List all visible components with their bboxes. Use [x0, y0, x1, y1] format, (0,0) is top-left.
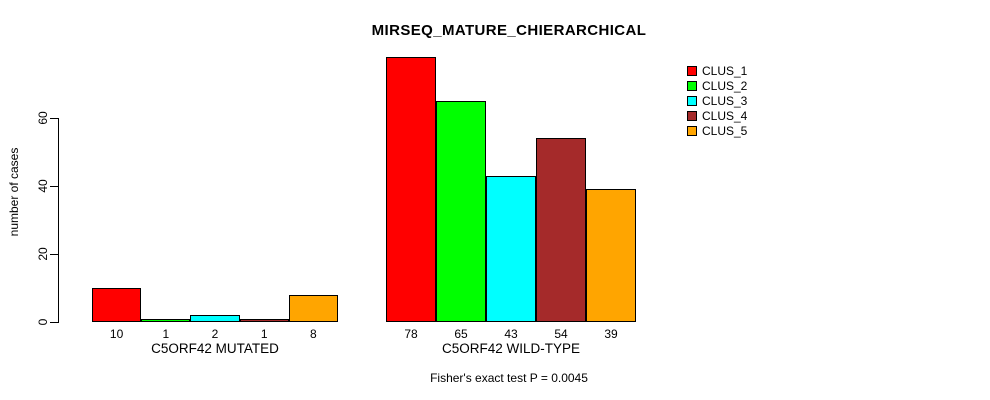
y-tick-label: 0 — [36, 318, 50, 326]
bar-clus_2-group2 — [436, 101, 486, 322]
y-tick-label: 60 — [36, 111, 50, 125]
bar-clus_3-group1 — [190, 315, 240, 322]
bar-value-label: 1 — [260, 327, 268, 341]
y-axis-tick — [50, 185, 58, 187]
bar-clus_5-group1 — [288, 294, 338, 322]
bar-clus_3-group2 — [486, 175, 536, 322]
bar-value-label: 54 — [554, 327, 568, 341]
y-tick-label: 40 — [36, 179, 50, 193]
legend-swatch-clus_4 — [687, 111, 697, 121]
group-label-1: C5ORF42 MUTATED — [151, 341, 279, 356]
y-axis-title: number of cases — [7, 147, 21, 237]
bar-value-label: 1 — [162, 327, 170, 341]
bar-clus_4-group1 — [239, 318, 289, 322]
y-axis-tick — [50, 117, 58, 119]
legend-swatch-clus_3 — [687, 96, 697, 106]
legend-swatch-clus_5 — [687, 126, 697, 136]
legend-label-clus_2: CLUS_2 — [702, 79, 748, 93]
legend-label-clus_1: CLUS_1 — [702, 64, 748, 78]
bar-value-label: 43 — [504, 327, 518, 341]
y-tick-label: 20 — [36, 247, 50, 261]
bar-value-label: 8 — [310, 327, 317, 341]
bar-clus_1-group2 — [386, 56, 436, 322]
y-axis-tick — [50, 253, 58, 255]
bar-clus_4-group2 — [536, 138, 586, 322]
group-label-2: C5ORF42 WILD-TYPE — [441, 341, 581, 356]
bar-value-label: 65 — [454, 327, 468, 341]
legend-swatch-clus_1 — [687, 66, 697, 76]
legend-label-clus_4: CLUS_4 — [702, 109, 748, 123]
bar-value-label: 78 — [404, 327, 418, 341]
legend-label-clus_5: CLUS_5 — [702, 124, 748, 138]
bar-value-label: 39 — [604, 327, 618, 341]
bar-value-label: 10 — [109, 327, 124, 341]
y-axis-tick — [50, 321, 58, 323]
bar-clus_2-group1 — [141, 318, 191, 322]
bar-value-label: 2 — [211, 327, 219, 341]
statistical-test-note: Fisher's exact test P = 0.0045 — [430, 371, 588, 385]
chart-title: MIRSEQ_MATURE_CHIERARCHICAL — [371, 22, 647, 39]
legend-label-clus_3: CLUS_3 — [702, 94, 748, 108]
bar-clus_5-group2 — [586, 189, 636, 322]
bar-clus_1-group1 — [92, 288, 142, 322]
legend-swatch-clus_2 — [687, 81, 697, 91]
y-axis-line — [58, 118, 59, 323]
